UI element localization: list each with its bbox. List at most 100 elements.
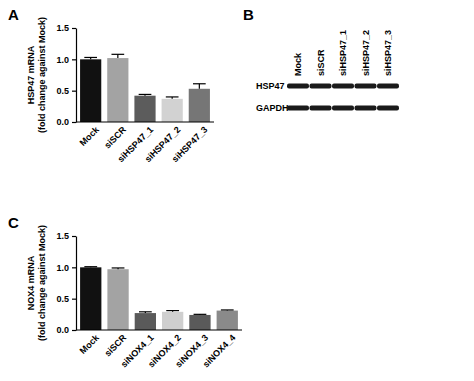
tick-mark <box>72 28 76 29</box>
tick-label: 0.0 <box>56 117 69 127</box>
lane-label: siSCR <box>316 49 326 76</box>
bar <box>162 99 183 122</box>
tick-mark <box>72 91 76 92</box>
tick-label: 1.5 <box>56 231 69 241</box>
lane-label: Mock <box>293 52 303 76</box>
band <box>287 84 309 89</box>
bar <box>80 267 101 330</box>
y-axis: 0.0 0.5 1.0 1.5 <box>56 231 76 335</box>
bar <box>107 58 128 122</box>
error-bar <box>112 268 125 269</box>
lane-label: siHSP47_2 <box>361 30 371 76</box>
tick: siSCR <box>102 122 128 150</box>
lane-label: siHSP47_1 <box>338 30 348 76</box>
error-bar <box>139 312 152 313</box>
bar <box>162 312 183 330</box>
x-axis: MocksiSCRsiNOX4_1siNOX4_2siNOX4_3siNOX4_… <box>76 330 242 369</box>
axis-line <box>76 237 77 331</box>
band <box>310 84 332 89</box>
error-cap <box>84 57 97 58</box>
tick-label: 1.0 <box>56 263 69 273</box>
error-bar <box>194 314 207 316</box>
error-cap <box>139 311 152 312</box>
tick: 0.0 <box>56 117 76 127</box>
tick: siHSP47_3 <box>170 122 210 164</box>
panel-label: B <box>243 6 254 23</box>
band <box>332 106 354 111</box>
band <box>287 106 309 111</box>
axis-title-line: HSP47 mRNA <box>26 45 36 104</box>
tick: siSCR <box>103 330 129 358</box>
panel: C 0.0 0.5 1.0 1.5 MocksiSCRsiNOX4_1siNOX4_2si… <box>8 214 242 369</box>
bar <box>217 311 238 330</box>
tick: Mock <box>78 330 102 356</box>
tick-label: siSCR <box>103 332 129 358</box>
tick: Mock <box>78 122 102 148</box>
error-cap <box>194 314 207 315</box>
band <box>355 84 377 89</box>
y-axis: 0.0 0.5 1.0 1.5 <box>56 23 76 127</box>
error-cap <box>166 310 179 311</box>
error-bar <box>84 266 97 268</box>
error-bar <box>111 54 124 58</box>
figure: A0.00.51.01.5MocksiSCRsiHSP47_1siHSP47_2… <box>0 0 474 381</box>
error-cap <box>112 267 125 268</box>
bar <box>189 315 210 330</box>
axis-title-line: (fold change against Mock) <box>37 225 47 341</box>
band <box>310 106 332 111</box>
x-axis: MocksiSCRsiHSP47_1siHSP47_2siHSP47_3 <box>76 122 214 164</box>
tick-label: Mock <box>78 124 102 148</box>
axis-line <box>76 329 242 330</box>
band <box>355 106 377 111</box>
error-bar <box>166 311 179 312</box>
row-label: HSP47 <box>256 81 285 91</box>
error-bar <box>221 309 234 311</box>
tick-mark <box>72 330 76 331</box>
tick-label: siNOX4_4 <box>201 333 238 370</box>
band <box>377 106 399 111</box>
error-cap <box>111 54 124 55</box>
blot-panel: B Mock siSCR siHSP47_1 siHSP47_2 siHSP47_3 HSP… <box>243 6 399 113</box>
error-stem <box>199 84 200 89</box>
error-cap <box>193 83 206 84</box>
tick-label: Mock <box>78 332 102 356</box>
error-bar <box>139 94 152 95</box>
tick: 0.5 <box>56 86 76 96</box>
axis-title: NOX4 mRNA(fold change against Mock) <box>26 225 47 341</box>
axis-title: HSP47 mRNA(fold change against Mock) <box>26 17 47 133</box>
error-cap <box>139 94 152 95</box>
tick-label: 0.0 <box>56 325 69 335</box>
band <box>377 84 399 89</box>
tick-mark <box>72 267 76 268</box>
error-bar <box>166 97 179 99</box>
bar <box>80 59 101 122</box>
tick-label: 0.5 <box>56 86 69 96</box>
bar <box>107 269 128 330</box>
tick: 1.0 <box>56 263 76 273</box>
tick: 1.5 <box>56 231 76 241</box>
tick-mark <box>72 122 76 123</box>
tick: 0.0 <box>56 325 76 335</box>
tick-mark <box>72 299 76 300</box>
axis-title-line: NOX4 mRNA <box>26 255 36 310</box>
lane-label: siHSP47_3 <box>383 30 393 76</box>
tick: 1.5 <box>56 23 76 33</box>
bar <box>134 96 155 122</box>
error-bar <box>193 84 206 89</box>
error-cap <box>166 96 179 97</box>
axis-line <box>76 29 77 123</box>
tick-label: siSCR <box>102 124 128 150</box>
axis-title-line: (fold change against Mock) <box>37 17 47 133</box>
tick-mark <box>72 59 76 60</box>
error-cap <box>221 309 234 310</box>
tick: 1.0 <box>56 55 76 65</box>
tick-label: 1.0 <box>56 55 69 65</box>
band <box>332 84 354 89</box>
tick-label: 0.5 <box>56 294 69 304</box>
panel-label: C <box>8 214 19 231</box>
plot-area <box>80 267 238 330</box>
plot-area <box>80 54 210 122</box>
tick-label: siHSP47_3 <box>170 125 210 165</box>
panel: A0.00.51.01.5MocksiSCRsiHSP47_1siHSP47_2… <box>8 6 214 164</box>
bar <box>135 313 156 330</box>
